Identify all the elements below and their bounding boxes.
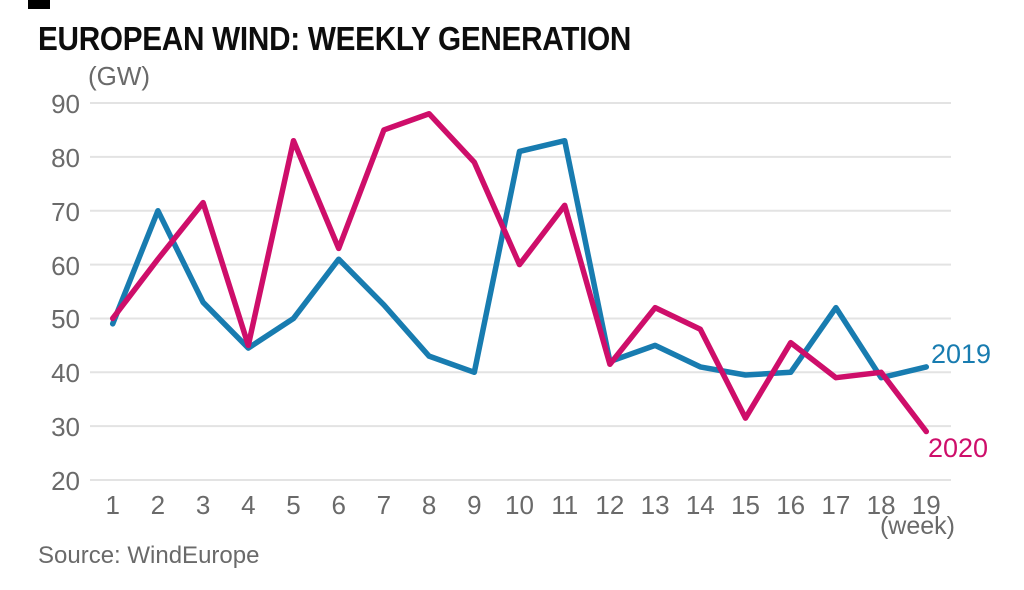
x-tick-label-6: 6 (331, 490, 346, 520)
x-tick-label-4: 4 (241, 490, 256, 520)
data-line-2020 (109, 111, 930, 435)
x-tick-label-9: 9 (467, 490, 482, 520)
x-tick-label-1: 1 (105, 490, 120, 520)
x-tick-label-12: 12 (595, 490, 625, 520)
x-axis-unit-label: (week) (879, 512, 955, 540)
source-attribution: Source: WindEurope (38, 542, 260, 569)
y-tick-label-90: 90 (51, 89, 80, 119)
x-tick-label-19: 19 (911, 490, 941, 520)
x-tick-label-17: 17 (821, 490, 851, 520)
x-tick-label-15: 15 (731, 490, 760, 520)
y-tick-label-80: 80 (51, 142, 80, 173)
y-tick-label-30: 30 (51, 412, 80, 443)
y-tick-label-60: 60 (51, 250, 80, 281)
x-tick-label-2: 2 (150, 490, 166, 520)
y-tick-label-20: 20 (51, 466, 80, 497)
x-tick-label-18: 18 (866, 490, 896, 520)
page-title: EUROPEAN WIND: WEEKLY GENERATION (38, 20, 632, 57)
x-tick-label-8: 8 (421, 490, 437, 520)
y-tick-label-70: 70 (51, 196, 80, 227)
x-tick-label-13: 13 (640, 490, 670, 520)
x-tick-label-7: 7 (376, 490, 392, 520)
legend-label-2020: 2020 (928, 433, 989, 463)
x-tick-label-10: 10 (505, 490, 534, 520)
x-tick-label-3: 3 (195, 490, 211, 520)
x-tick-label-5: 5 (286, 490, 301, 520)
top-left-mark (28, 0, 50, 9)
x-tick-label-16: 16 (776, 490, 806, 520)
y-axis-unit-label: (GW) (88, 61, 151, 91)
y-tick-label-40: 40 (51, 358, 80, 389)
x-tick-label-14: 14 (685, 490, 715, 520)
legend-label-2019: 2019 (931, 339, 992, 369)
y-tick-label-50: 50 (51, 304, 80, 335)
x-tick-label-11: 11 (551, 490, 579, 520)
